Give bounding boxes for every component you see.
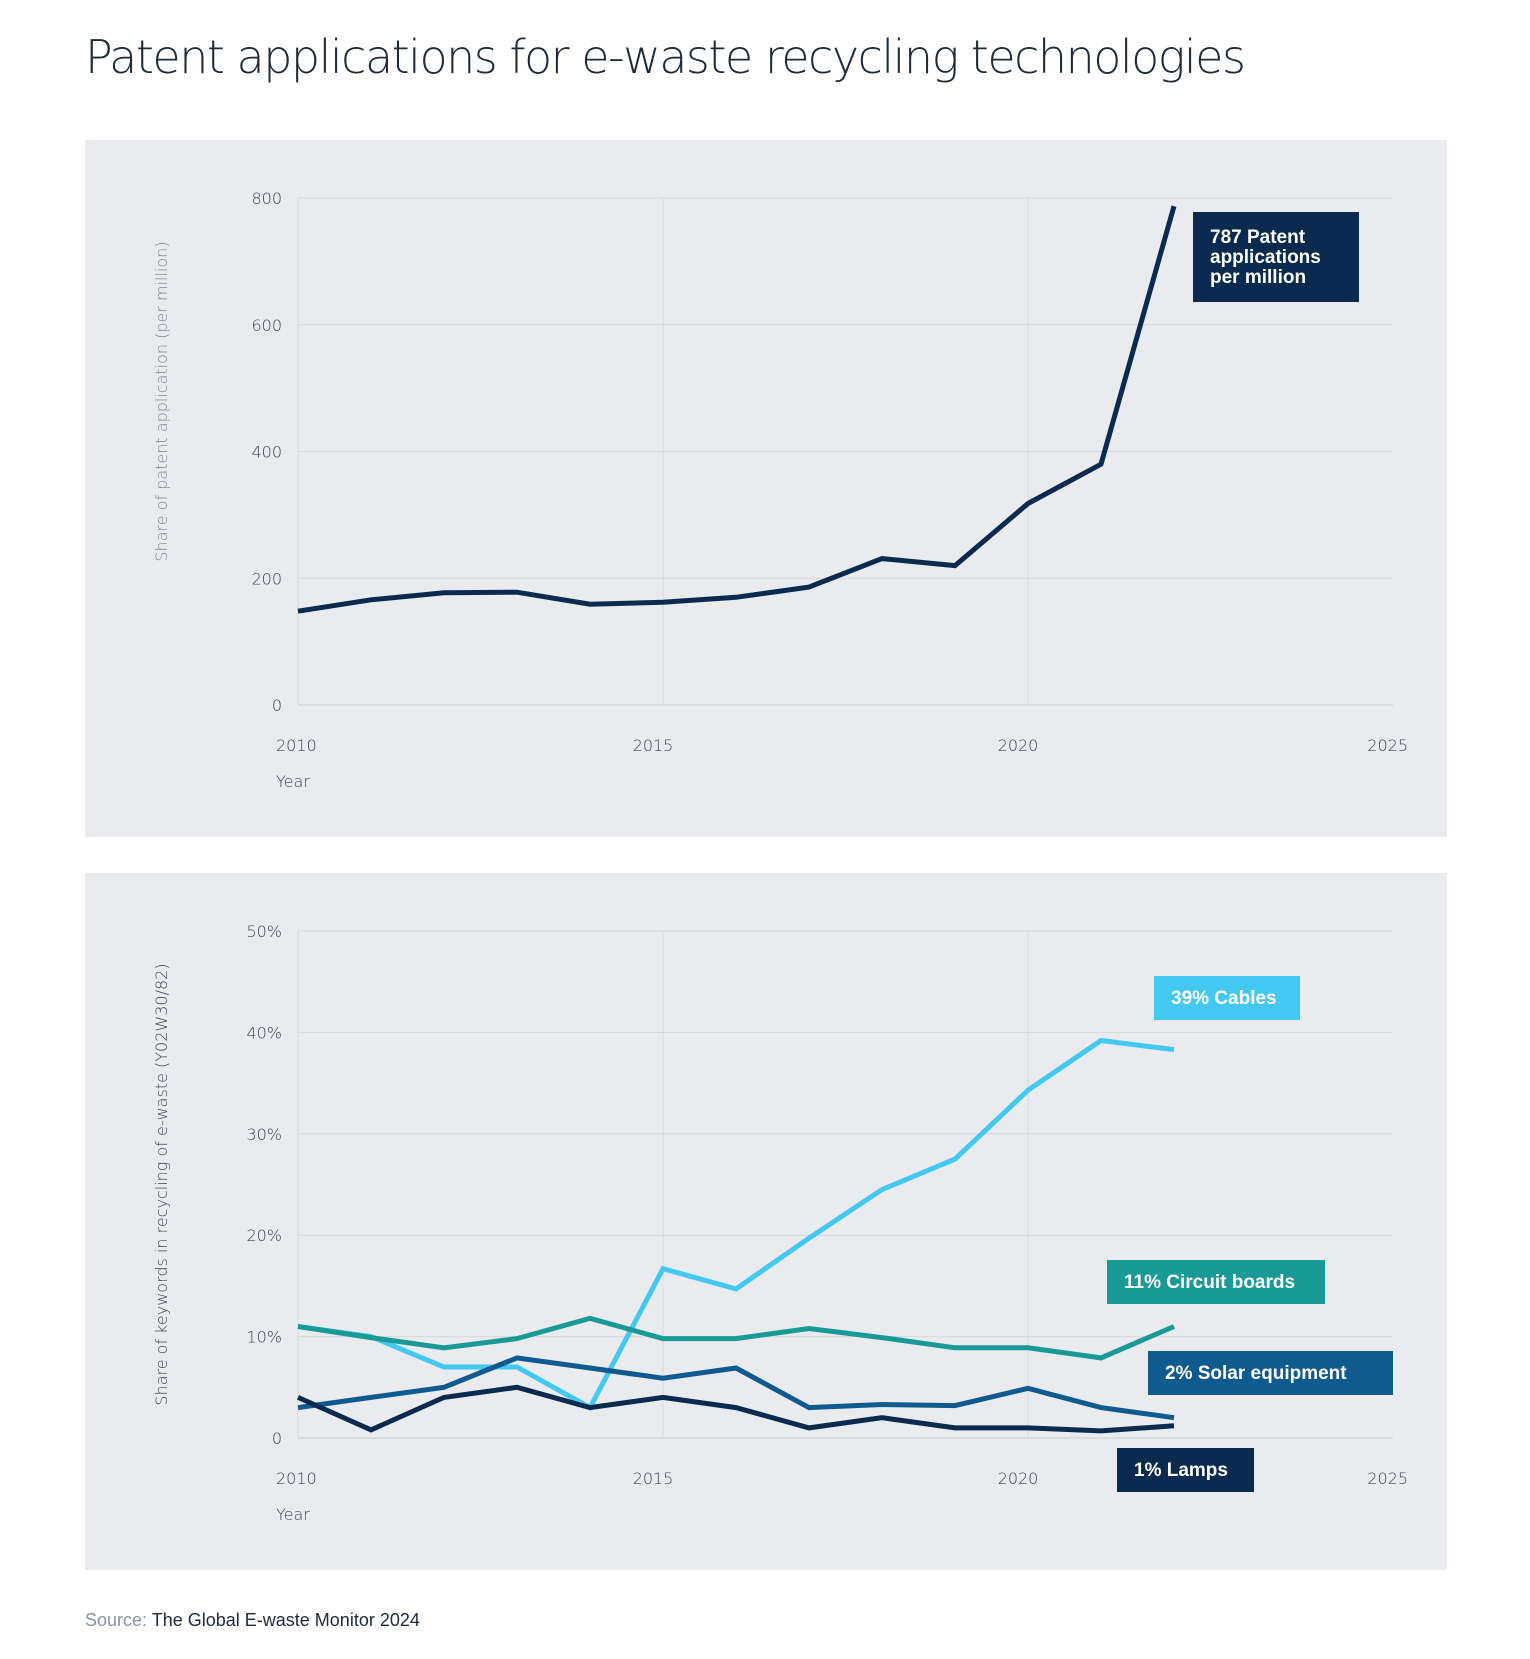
annotation-label: 1% Lamps bbox=[1134, 1460, 1228, 1481]
y-tick-label: 40% bbox=[246, 1023, 282, 1042]
series-line-1 bbox=[297, 1037, 1175, 1412]
series-line-2 bbox=[297, 1315, 1175, 1361]
annotation-label: 787 Patent applications per million bbox=[1210, 227, 1321, 288]
patent-applications-chart: 0 200 400 600 800 2010 2015 2020 2025 Year Share o… bbox=[152, 189, 1408, 791]
y-tick-label: 600 bbox=[251, 316, 282, 335]
chart-panel-keyword-shares: 0 10% 20% 30% 40% 50% 2010 2015 2020 2025 Year Shar… bbox=[85, 873, 1447, 1570]
series-line-3 bbox=[297, 1355, 1175, 1421]
source-label: Source: bbox=[85, 1610, 148, 1630]
chart-panel-patent-applications: 0 200 400 600 800 2010 2015 2020 2025 Year Share o… bbox=[85, 140, 1447, 837]
annotation-label: 39% Cables bbox=[1171, 988, 1277, 1009]
x-tick-label: 2010 bbox=[276, 736, 317, 755]
source-text: The Global E-waste Monitor 2024 bbox=[151, 1610, 420, 1630]
series-line-4 bbox=[296, 1384, 1175, 1434]
x-axis-title: Year bbox=[276, 1505, 310, 1524]
y-tick-label: 200 bbox=[251, 569, 282, 588]
x-tick-label: 2015 bbox=[633, 736, 674, 755]
x-tick-label: 2020 bbox=[998, 1469, 1039, 1488]
x-axis-title: Year bbox=[276, 772, 310, 791]
annotation-label-line: applications bbox=[1210, 247, 1321, 268]
page-title: Patent applications for e-waste recyclin… bbox=[85, 30, 1246, 84]
source-note: Source: The Global E-waste Monitor 2024 bbox=[85, 1610, 420, 1631]
annotation-label-line: 2% Solar equipment bbox=[1165, 1363, 1347, 1384]
y-tick-label: 0 bbox=[272, 1429, 282, 1448]
y-tick-label: 800 bbox=[251, 189, 282, 208]
annotation-label-line: 787 Patent bbox=[1210, 227, 1306, 248]
y-tick-label: 30% bbox=[246, 1125, 282, 1144]
annotation-label: 2% Solar equipment bbox=[1165, 1363, 1347, 1384]
annotation-label-line: 1% Lamps bbox=[1134, 1460, 1228, 1481]
series-line-1 bbox=[297, 205, 1177, 614]
y-tick-label: 20% bbox=[246, 1226, 282, 1245]
annotation-box bbox=[1154, 976, 1300, 1020]
x-tick-label: 2025 bbox=[1367, 1469, 1408, 1488]
y-tick-label: 400 bbox=[251, 443, 282, 462]
annotation-label-line: 11% Circuit boards bbox=[1124, 1272, 1295, 1293]
y-axis-title: Share of patent application (per million… bbox=[152, 241, 171, 561]
x-tick-label: 2010 bbox=[276, 1469, 317, 1488]
annotation-box bbox=[1117, 1448, 1254, 1492]
annotation-box bbox=[1193, 212, 1359, 302]
annotation-label-line: per million bbox=[1210, 267, 1306, 288]
keyword-shares-chart: 0 10% 20% 30% 40% 50% 2010 2015 2020 2025 Year Shar… bbox=[152, 922, 1408, 1524]
y-tick-label: 50% bbox=[246, 922, 282, 941]
annotation-label-line: 39% Cables bbox=[1171, 988, 1277, 1009]
y-tick-label: 10% bbox=[246, 1328, 282, 1347]
x-tick-label: 2020 bbox=[998, 736, 1039, 755]
annotation-box bbox=[1107, 1260, 1325, 1304]
x-tick-label: 2015 bbox=[633, 1469, 674, 1488]
y-axis-title: Share of keywords in recycling of e-wast… bbox=[152, 963, 171, 1405]
annotation-box bbox=[1148, 1351, 1393, 1395]
x-tick-label: 2025 bbox=[1367, 736, 1408, 755]
annotation-label: 11% Circuit boards bbox=[1124, 1272, 1295, 1293]
y-tick-label: 0 bbox=[272, 696, 282, 715]
